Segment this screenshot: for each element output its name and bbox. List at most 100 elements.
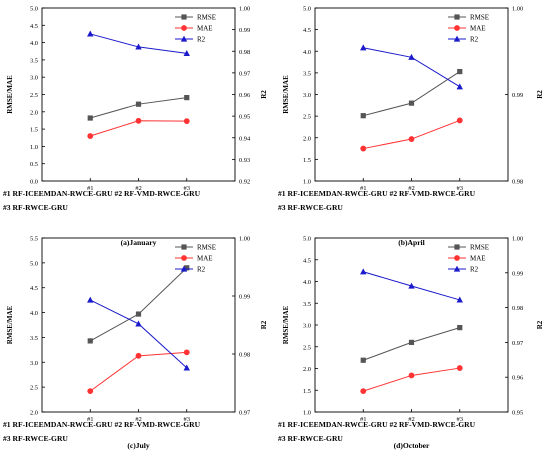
panel-4-caption: (d)October	[394, 441, 430, 450]
panel-4-mae-line	[363, 367, 460, 392]
panel-3-y2-axis-label: R2	[260, 320, 268, 329]
panel-3-left-tick-label-1: 2.0	[30, 410, 38, 417]
panel-4-right-tick-label-4: 0.98	[512, 305, 523, 312]
panel-2-r2-point-1	[360, 44, 367, 51]
panel-2-left-tick-label-7: 4.0	[303, 49, 311, 56]
panel-4-x-tick-label-1: #1	[360, 416, 367, 423]
panel-4: 1.0 1.5 2.0 2.5 3.0 3.5 4.0 4.5 5.0 0.95 0.96 0.97 0…	[278, 236, 544, 451]
panel-1-footnote-2: #3 RF-RWCE-GRU	[3, 203, 68, 212]
panel-2-right-tick-label-1: 0.98	[512, 179, 523, 186]
panel-1: 0.0 0.5 1.0 1.5 2.0 2.5 3.0 3.5 4.0 4.5 5.0 0.92 0.9…	[3, 6, 268, 248]
panel-2-y-axis-label: RMSE/MAE	[282, 75, 290, 114]
panel-2-left-tick-label-9: 5.0	[303, 6, 311, 13]
panel-3-left-tick-label-8: 5.5	[30, 236, 38, 243]
panel-4-legend-label-rmse: RMSE	[470, 244, 489, 252]
panel-3-mae-point-3	[183, 349, 190, 356]
panel-4-left-tick-label-1: 1.0	[303, 410, 311, 417]
panel-4-r2-point-2	[408, 282, 415, 289]
panel-2-x-tick-label-1: #1	[360, 185, 367, 192]
panel-4-rmse-point-1	[360, 357, 366, 363]
panel-1-y2-axis-label: R2	[260, 90, 268, 99]
panel-1-left-tick-label-7: 3.0	[30, 75, 38, 82]
panel-1-x-tick-label-2: #2	[135, 185, 142, 192]
panel-1-legend-label-rmse: RMSE	[197, 14, 216, 22]
panel-1-r2-point-1	[87, 30, 94, 37]
panel-3-right-tick-label-3: 0.99	[239, 294, 250, 301]
panel-1-caption: (a)January	[121, 238, 157, 247]
panel-4-left-tick-label-3: 2.0	[303, 366, 311, 373]
panel-1-rmse-point-1	[87, 115, 93, 121]
panel-1-left-tick-label-1: 0.0	[30, 179, 38, 186]
panel-3-legend-label-r2: R2	[197, 266, 206, 274]
panel-2-caption: (b)April	[398, 238, 425, 247]
panel-3-caption: (c)July	[127, 441, 150, 450]
panel-2-plot-frame	[314, 7, 509, 182]
panel-2-rmse-point-3	[457, 68, 463, 75]
panel-1-x-tick-label-3: #3	[183, 185, 190, 192]
panel-1-mae-point-2	[135, 117, 142, 124]
panel-1-right-tick-label-2: 0.93	[239, 157, 250, 164]
panel-4-legend-marker-rmse	[454, 244, 460, 250]
panel-3-right-tick-label-1: 0.97	[239, 410, 251, 417]
panel-4-footnote-2: #3 RF-RWCE-GRU	[278, 434, 343, 443]
panel-2-rmse-point-2	[408, 100, 415, 106]
panel-4-left-tick-label-5: 3.0	[303, 323, 311, 330]
panel-1-plot-frame	[41, 7, 236, 182]
panel-1-mae-point-1	[87, 133, 94, 139]
panel-1-legend-label-mae: MAE	[197, 25, 213, 33]
panel-4-rmse-point-3	[457, 325, 463, 331]
panel-3-right-tick-label-4: 1.00	[239, 236, 250, 243]
panel-2-left-tick-label-2: 1.5	[303, 157, 311, 164]
panel-2-mae-point-1	[360, 145, 367, 152]
panel-3-rmse-point-3	[184, 265, 190, 271]
panel-2-y2-axis-label: R2	[536, 90, 544, 99]
panel-4-right-tick-label-3: 0.97	[512, 340, 524, 347]
panel-4-right-tick-label-2: 0.96	[512, 375, 523, 382]
panel-4-y-axis-label: RMSE/MAE	[282, 305, 290, 344]
panel-1-legend-marker-rmse	[181, 14, 187, 20]
panel-4-left-tick-label-9: 5.0	[303, 236, 311, 243]
panel-3-left-tick-label-5: 4.0	[30, 310, 38, 317]
panel-3-r2-point-1	[87, 296, 94, 303]
panel-1-mae-point-3	[183, 118, 190, 125]
panel-1-right-tick-label-3: 0.94	[239, 135, 251, 142]
panel-4-footnote-1: #1 RF-ICEEMDAN-RWCE-GRU #2 RF-VMD-RWCE-G…	[278, 420, 476, 429]
panel-1-right-tick-label-5: 0.96	[239, 92, 250, 99]
panel-4-y2-axis-label: R2	[536, 320, 544, 329]
panel-4-r2-point-3	[456, 296, 463, 303]
panel-2-footnote-1: #1 RF-ICEEMDAN-RWCE-GRU #2 RF-VMD-RWCE-G…	[278, 189, 476, 198]
panel-4-left-tick-label-8: 4.5	[303, 257, 311, 264]
panel-3-left-tick-label-6: 4.5	[30, 285, 38, 292]
panel-2-left-tick-label-6: 3.5	[303, 70, 311, 77]
panel-3-rmse-point-2	[135, 311, 142, 317]
panel-2: 1.0 1.5 2.0 2.5 3.0 3.5 4.0 4.5 5.0 0.98 0.99 1.00 #…	[278, 6, 544, 248]
panel-2-legend-label-rmse: RMSE	[470, 14, 489, 22]
panel-4-right-tick-label-5: 0.99	[512, 270, 523, 277]
panel-4-mae-point-3	[456, 365, 463, 371]
panel-3-legend-label-rmse: RMSE	[197, 244, 216, 252]
panel-3-x-tick-label-2: #2	[135, 416, 142, 423]
panel-3: 2.0 2.5 3.0 3.5 4.0 4.5 5.0 5.5 0.97 0.98 0.99 1.00…	[3, 236, 268, 451]
panel-2-right-tick-label-3: 1.00	[512, 6, 523, 13]
panel-1-left-tick-label-9: 4.0	[30, 40, 38, 47]
panel-2-x-tick-label-3: #3	[456, 185, 463, 192]
panel-4-rmse-point-2	[408, 339, 415, 345]
panel-3-r2-point-2	[135, 320, 142, 327]
panel-3-y-axis-label: RMSE/MAE	[6, 305, 14, 344]
panel-3-r2-point-3	[183, 364, 190, 371]
panel-2-footnote-2: #3 RF-RWCE-GRU	[278, 203, 343, 212]
panel-3-x-tick-label-3: #3	[183, 416, 190, 423]
panel-2-left-tick-label-4: 2.5	[303, 114, 311, 121]
panel-2-left-tick-label-1: 1.0	[303, 179, 311, 186]
panel-1-right-tick-label-9: 1.00	[239, 6, 250, 13]
panel-3-x-tick-label-1: #1	[87, 416, 94, 423]
panel-4-plot-frame	[314, 237, 509, 413]
panel-3-mae-point-1	[87, 388, 94, 395]
panel-1-right-tick-label-1: 0.92	[239, 179, 250, 186]
panel-1-x-tick-label-1: #1	[87, 185, 94, 192]
panel-3-legend-label-mae: MAE	[197, 255, 213, 263]
panel-1-rmse-point-2	[135, 101, 142, 107]
panel-1-left-tick-label-5: 2.0	[30, 109, 38, 116]
panel-3-legend-marker-mae	[181, 255, 187, 261]
